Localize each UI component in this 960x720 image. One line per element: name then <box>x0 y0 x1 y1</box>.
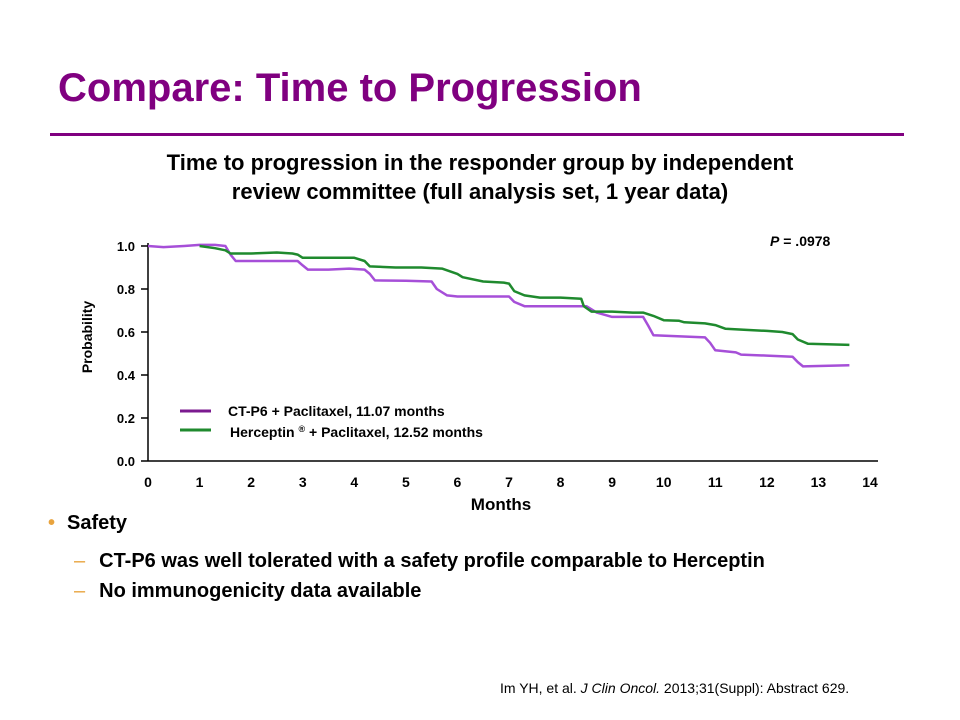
y-tick-label: 0.4 <box>117 368 136 383</box>
citation-detail: 2013;31(Suppl): Abstract 629. <box>663 680 850 696</box>
chart-title-line-1: Time to progression in the responder gro… <box>166 150 794 175</box>
x-tick-label: 12 <box>759 474 775 490</box>
slide-title: Compare: Time to Progression <box>58 66 642 110</box>
ctp6-curve <box>147 243 850 368</box>
bullet-dot-icon: • <box>48 512 56 534</box>
sub-bullet-text: No immunogenicity data available <box>99 580 422 602</box>
y-tick-label: 0.6 <box>117 325 135 340</box>
bullet-safety: • Safety <box>48 512 127 535</box>
legend-label-herceptin: Herceptin ® + Paclitaxel, 12.52 months <box>230 424 483 440</box>
x-tick-label: 3 <box>299 474 307 490</box>
p-value-symbol: P <box>770 233 780 249</box>
dash-icon: – <box>74 550 86 572</box>
legend: CT-P6 + Paclitaxel, 11.07 months Hercept… <box>180 403 483 440</box>
y-axis-label: Probability <box>79 301 95 374</box>
x-tick-label: 9 <box>608 474 616 490</box>
p-value-text: = .0978 <box>779 233 830 249</box>
title-divider <box>50 133 904 136</box>
x-axis-label: Months <box>471 495 531 514</box>
chart-title-line-2: review committee (full analysis set, 1 y… <box>231 179 729 204</box>
p-value-annotation: P = .0978 <box>770 233 831 249</box>
x-tick-label: 7 <box>505 474 513 490</box>
legend-label-herceptin-text: Herceptin <box>230 424 295 440</box>
citation: Im YH, et al. J Clin Oncol. 2013;31(Supp… <box>500 680 849 696</box>
x-tick-label: 2 <box>247 474 255 490</box>
bullet-safety-label: Safety <box>67 512 128 534</box>
x-tick-label: 13 <box>811 474 827 490</box>
legend-label-ctp6: CT-P6 + Paclitaxel, 11.07 months <box>228 403 445 419</box>
y-tick-label: 0.8 <box>117 282 135 297</box>
y-tick-label: 0.0 <box>117 454 135 469</box>
dash-icon: – <box>74 580 86 602</box>
x-tick-label: 11 <box>708 474 723 490</box>
x-tick-label: 6 <box>454 474 462 490</box>
citation-authors: Im YH, et al. <box>500 680 577 696</box>
x-tick-label: 1 <box>196 474 204 490</box>
x-tick-label: 4 <box>350 474 358 490</box>
x-tick-label: 0 <box>144 474 152 490</box>
x-tick-label: 5 <box>402 474 410 490</box>
x-tick-label: 8 <box>557 474 565 490</box>
citation-journal: J Clin Oncol. <box>580 680 661 696</box>
y-tick-label: 1.0 <box>117 239 135 254</box>
chart-title: Time to progression in the responder gro… <box>60 148 900 206</box>
sub-bullet-text: CT-P6 was well tolerated with a safety p… <box>99 550 765 572</box>
registered-mark: ® <box>298 424 305 434</box>
x-tick-label: 14 <box>862 474 878 490</box>
sub-bullet-safety-profile: – CT-P6 was well tolerated with a safety … <box>74 550 765 573</box>
y-tick-label: 0.2 <box>117 411 135 426</box>
legend-label-herceptin-rest: + Paclitaxel, 12.52 months <box>305 424 483 440</box>
sub-bullet-immunogenicity: – No immunogenicity data available <box>74 580 421 603</box>
x-tick-label: 10 <box>656 474 672 490</box>
km-chart: 0.00.20.40.60.81.0 0 1 2 3 4 5 6 7 8 9 10 11 12 13 14 … <box>79 233 878 514</box>
herceptin-curve <box>199 244 850 347</box>
